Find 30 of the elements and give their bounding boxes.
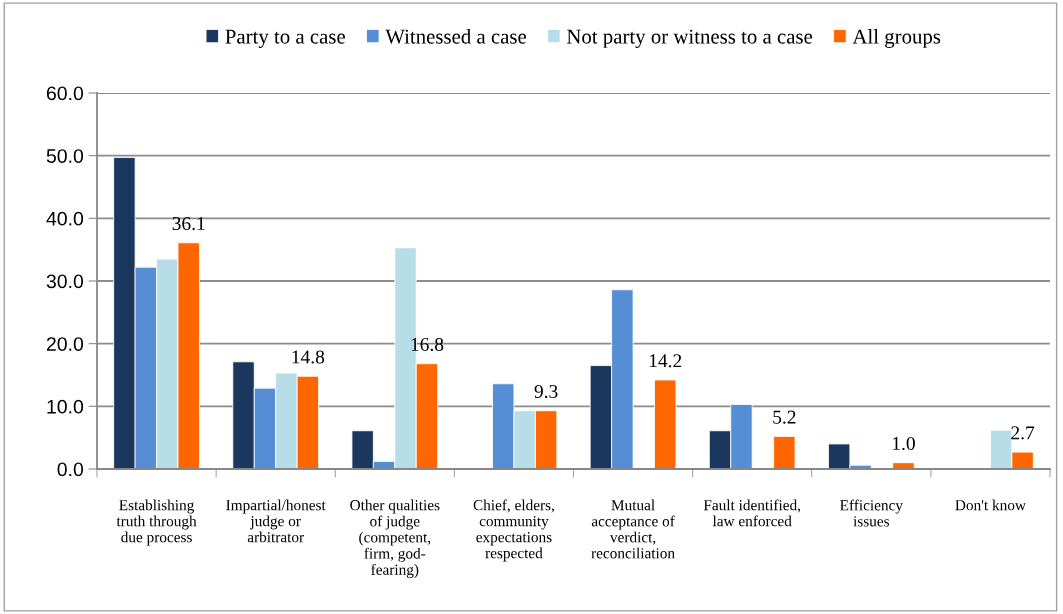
- x-tick-label: Don't know: [955, 499, 1026, 511]
- y-tick-label: 60.0: [46, 86, 84, 101]
- y-tick-label: 30.0: [46, 274, 84, 289]
- x-tick-label: Fault identified, law enforced: [703, 499, 801, 527]
- data-label: 16.8: [411, 337, 444, 352]
- bar: [892, 462, 915, 469]
- y-tick-label: 0.0: [57, 462, 84, 477]
- x-tick-label: Establishing truth through due process: [116, 499, 197, 546]
- bar: [654, 379, 677, 469]
- x-tick-label: Efficiency issues: [840, 499, 903, 527]
- x-tick-label: Impartial/honest judge or arbitrator: [226, 499, 326, 543]
- bar: [773, 435, 796, 469]
- data-label: 5.2: [773, 410, 796, 424]
- y-tick-label: 20.0: [46, 337, 84, 351]
- legend-label: Witnessed a case: [385, 28, 527, 44]
- legend-label: All groups: [852, 28, 941, 48]
- legend-label: Party to a case: [225, 29, 345, 48]
- data-label: 9.3: [534, 384, 558, 399]
- data-label: 14.8: [292, 350, 325, 364]
- data-label: 1.0: [893, 436, 915, 451]
- legend-label: Not party or witness to a case: [566, 29, 813, 48]
- y-tick-label: 40.0: [46, 211, 84, 226]
- x-tick-label: Chief, elders, community expectations respected: [473, 499, 554, 562]
- x-tick-label: Other qualities of judge (competent, firm, god- fearing): [350, 499, 440, 578]
- y-tick-label: 10.0: [47, 399, 84, 414]
- data-label: 2.7: [1011, 426, 1035, 440]
- y-tick-label: 50.0: [46, 149, 84, 163]
- data-label: 14.2: [649, 354, 682, 368]
- data-label: 36.1: [172, 216, 205, 231]
- x-tick-label: Mutual acceptance of verdict, reconciliation: [591, 499, 675, 559]
